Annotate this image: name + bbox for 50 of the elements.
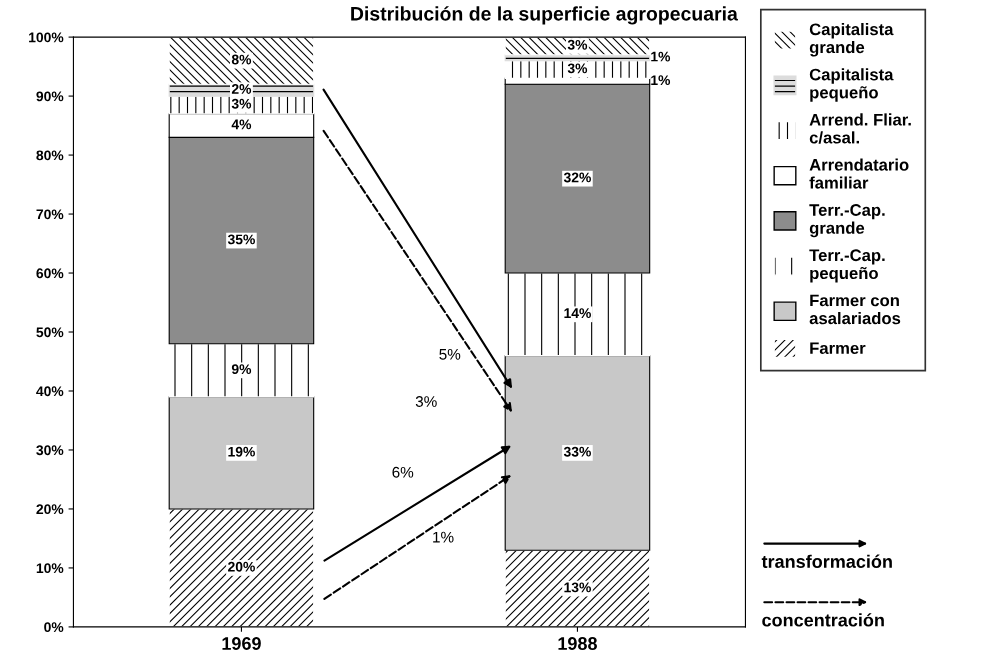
y-tick-label: 80% <box>36 150 64 161</box>
y-tick-label: 50% <box>36 327 64 338</box>
y-tick-label: 60% <box>36 268 64 279</box>
data-label: 9% <box>231 364 252 375</box>
legend-label: Arrend. Fliar. c/asal. <box>809 113 911 144</box>
bar <box>504 272 651 357</box>
text: concentración <box>762 613 884 627</box>
data-label: 1% <box>651 75 671 86</box>
x-tick-label: 1988 <box>558 637 597 650</box>
legend-label: Arrendatario familiar <box>809 158 909 189</box>
data-label: 35% <box>227 234 255 245</box>
bar <box>504 549 651 627</box>
y-tick-label: 20% <box>36 504 64 515</box>
annotation: 6% <box>392 466 414 478</box>
annotation: 1% <box>433 531 454 543</box>
bar <box>168 343 315 398</box>
data-label: 3% <box>567 63 588 74</box>
y-tick-label: 90% <box>36 91 64 102</box>
bar <box>168 396 315 510</box>
data-label: 3% <box>567 39 588 50</box>
data-label: 3% <box>231 98 252 109</box>
legend-label: Terr.-Cap. pequeño <box>809 249 885 283</box>
data-label: 32% <box>563 172 591 183</box>
data-label: 33% <box>563 446 591 457</box>
data-label: 14% <box>564 308 591 319</box>
y-tick-label: 0% <box>44 622 64 633</box>
legend-label: Terr.-Cap. grande <box>809 204 885 238</box>
y-tick-label: 40% <box>36 386 64 397</box>
bar <box>168 508 315 627</box>
annotation: 3% <box>415 396 437 407</box>
text: transformación <box>761 554 892 568</box>
bar <box>504 83 651 274</box>
data-label: 1% <box>651 51 671 62</box>
data-label: 4% <box>231 119 252 130</box>
data-label: 2% <box>231 84 252 94</box>
chart-title: Distribución de la superficie agropecuaria <box>351 6 738 25</box>
data-label: 8% <box>231 54 252 65</box>
legend-label: Capitalista grande <box>809 22 894 57</box>
annotation: 5% <box>439 348 461 360</box>
y-tick-label: 10% <box>36 563 64 574</box>
data-label: 20% <box>228 561 255 572</box>
y-tick-label: 100% <box>29 32 64 43</box>
y-tick-label: 30% <box>36 445 64 456</box>
y-tick-label: 70% <box>36 209 64 220</box>
legend-label: Farmer con asalariados <box>809 294 901 325</box>
data-label: 13% <box>564 582 591 593</box>
legend-label: Farmer <box>810 342 866 355</box>
x-tick-label: 1969 <box>222 637 261 650</box>
data-label: 19% <box>228 446 255 457</box>
legend-label: Capitalista pequeño <box>809 68 894 102</box>
